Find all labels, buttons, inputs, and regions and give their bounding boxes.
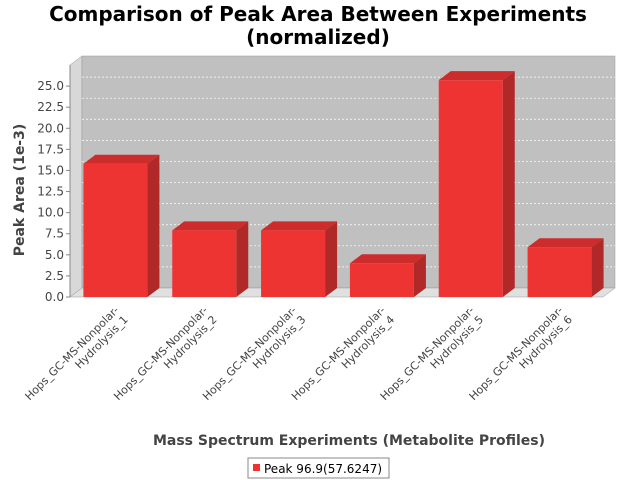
bar-top: [83, 154, 160, 164]
y-tick-label: 12.5: [37, 185, 64, 199]
chart-title-line1: Comparison of Peak Area Between Experime…: [49, 2, 587, 26]
bar-top: [438, 71, 515, 81]
bar-top: [527, 238, 604, 248]
chart-title-line2: (normalized): [246, 25, 390, 49]
bars: [83, 71, 604, 297]
y-tick-label: 20.0: [37, 121, 64, 135]
bar: [83, 154, 160, 297]
bar: [349, 254, 426, 297]
bar-front: [261, 230, 326, 297]
bar-side: [591, 238, 604, 297]
plot-background: [81, 55, 616, 289]
bar: [172, 221, 249, 297]
y-tick-label: 0.0: [45, 290, 64, 304]
y-tick-label: 25.0: [37, 79, 64, 93]
bar-front: [83, 163, 148, 297]
legend: Peak 96.9(57.6247): [247, 457, 390, 479]
y-tick-label: 5.0: [45, 248, 64, 262]
y-tick-label: 22.5: [37, 100, 64, 114]
y-tick-label: 2.5: [45, 269, 64, 283]
bar: [261, 221, 338, 297]
bar-top: [261, 221, 338, 231]
legend-box: [247, 457, 390, 479]
bar-front: [438, 80, 503, 297]
y-tick-label: 10.0: [37, 206, 64, 220]
y-tick-label: 15.0: [37, 163, 64, 177]
bar-front: [527, 247, 592, 297]
bar-top: [172, 221, 249, 231]
y-axis-ticks: 0.0 2.5 5.0 7.5 10.0 12.5 15.0 17.5 20.0 22.5 25.0: [37, 65, 71, 304]
y-tick-label: 17.5: [37, 142, 64, 156]
x-axis-title: Mass Spectrum Experiments (Metabolite Pr…: [153, 433, 545, 449]
plot-area: [69, 55, 616, 298]
bar: [527, 238, 604, 297]
x-axis-tick-labels: Hops_GC-MS-Nonpolar-Hydrolysis_1Hops_GC-…: [22, 304, 574, 403]
bar-side: [502, 71, 515, 297]
bar-top: [349, 254, 426, 264]
bar: [438, 71, 515, 297]
bar-side: [147, 154, 160, 297]
bar-side: [325, 221, 338, 297]
legend-swatch: [253, 464, 260, 471]
y-tick-label: 7.5: [45, 227, 64, 241]
bar-side: [236, 221, 249, 297]
plot-left-wall: [69, 55, 83, 298]
y-axis-title: Peak Area (1e-3): [12, 124, 28, 257]
legend-label: Peak 96.9(57.6247): [264, 462, 382, 476]
bar-front: [349, 263, 414, 297]
bar-front: [172, 230, 237, 297]
bar-side: [413, 254, 426, 297]
